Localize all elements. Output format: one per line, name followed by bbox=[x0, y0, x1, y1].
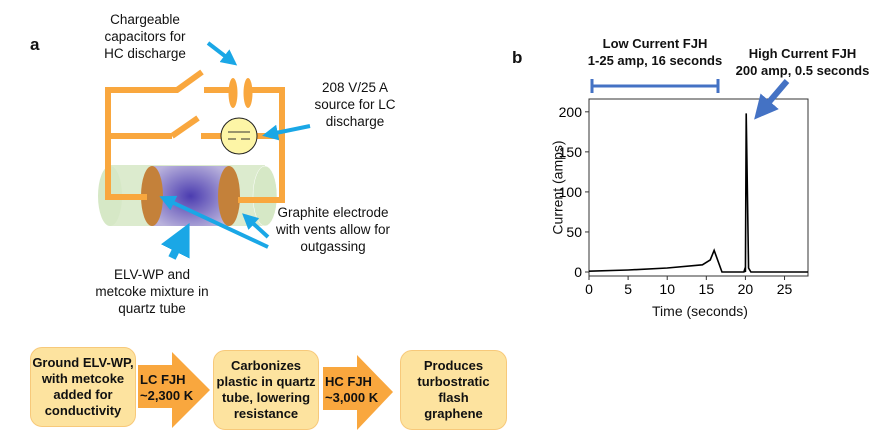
x-tick-label: 25 bbox=[777, 281, 793, 297]
low-current-annotation: Low Current FJH 1-25 amp, 16 seconds bbox=[587, 36, 723, 68]
capacitor-label: Chargeable capacitors for HC discharge bbox=[104, 12, 186, 61]
x-tick-label: 20 bbox=[738, 281, 754, 297]
callout-arrows bbox=[159, 41, 311, 260]
panel-b-label: b bbox=[512, 48, 523, 67]
right-electrode bbox=[218, 166, 240, 226]
current-chart: 0 5 10 15 20 25 0 50 100 150 200 bbox=[559, 98, 809, 297]
flow-step-ground: Ground ELV-WP, with metcoke added for co… bbox=[30, 347, 136, 427]
quartz-tube bbox=[98, 165, 278, 227]
sample-mixture bbox=[152, 166, 229, 226]
current-series-line bbox=[588, 113, 808, 273]
y-tick-label: 100 bbox=[559, 184, 583, 200]
y-tick-label: 200 bbox=[559, 104, 583, 120]
flow-arrow-shape bbox=[323, 355, 393, 430]
flow-arrow-hc: HC FJH ~3,000 K bbox=[325, 374, 379, 405]
x-tick-label: 15 bbox=[699, 281, 715, 297]
panel-a-label: a bbox=[30, 35, 40, 54]
y-tick-label: 150 bbox=[559, 144, 583, 160]
y-tick-label: 0 bbox=[574, 264, 582, 280]
electrode-label: Graphite electrode with vents allow for … bbox=[275, 205, 391, 254]
y-axis-label: Current (amps) bbox=[549, 140, 566, 235]
capacitor-plate-icon bbox=[228, 78, 238, 108]
flow-arrow-lc: LC FJH ~2,300 K bbox=[140, 372, 194, 403]
tube-label: ELV-WP and metcoke mixture in quartz tub… bbox=[95, 267, 209, 316]
x-tick-label: 5 bbox=[624, 281, 632, 297]
flow-step-graphene: Produces turbostratic flash graphene bbox=[400, 350, 507, 430]
source-label: 208 V/25 A source for LC discharge bbox=[314, 80, 396, 129]
flow-arrow-shape bbox=[138, 352, 210, 428]
high-current-annotation: High Current FJH 200 amp, 0.5 seconds bbox=[735, 46, 870, 78]
plot-frame bbox=[588, 98, 809, 277]
circuit-wires bbox=[105, 69, 285, 203]
flow-step-carbonize: Carbonizes plastic in quartz tube, lower… bbox=[213, 350, 319, 430]
y-tick-label: 50 bbox=[566, 224, 582, 240]
left-electrode bbox=[141, 166, 163, 226]
x-axis-label: Time (seconds) bbox=[652, 303, 748, 319]
x-tick-label: 10 bbox=[659, 281, 675, 297]
dc-source-icon bbox=[220, 117, 258, 155]
x-tick-label: 0 bbox=[585, 281, 593, 297]
capacitor-plate-icon bbox=[243, 78, 253, 108]
high-current-arrow bbox=[754, 79, 790, 120]
